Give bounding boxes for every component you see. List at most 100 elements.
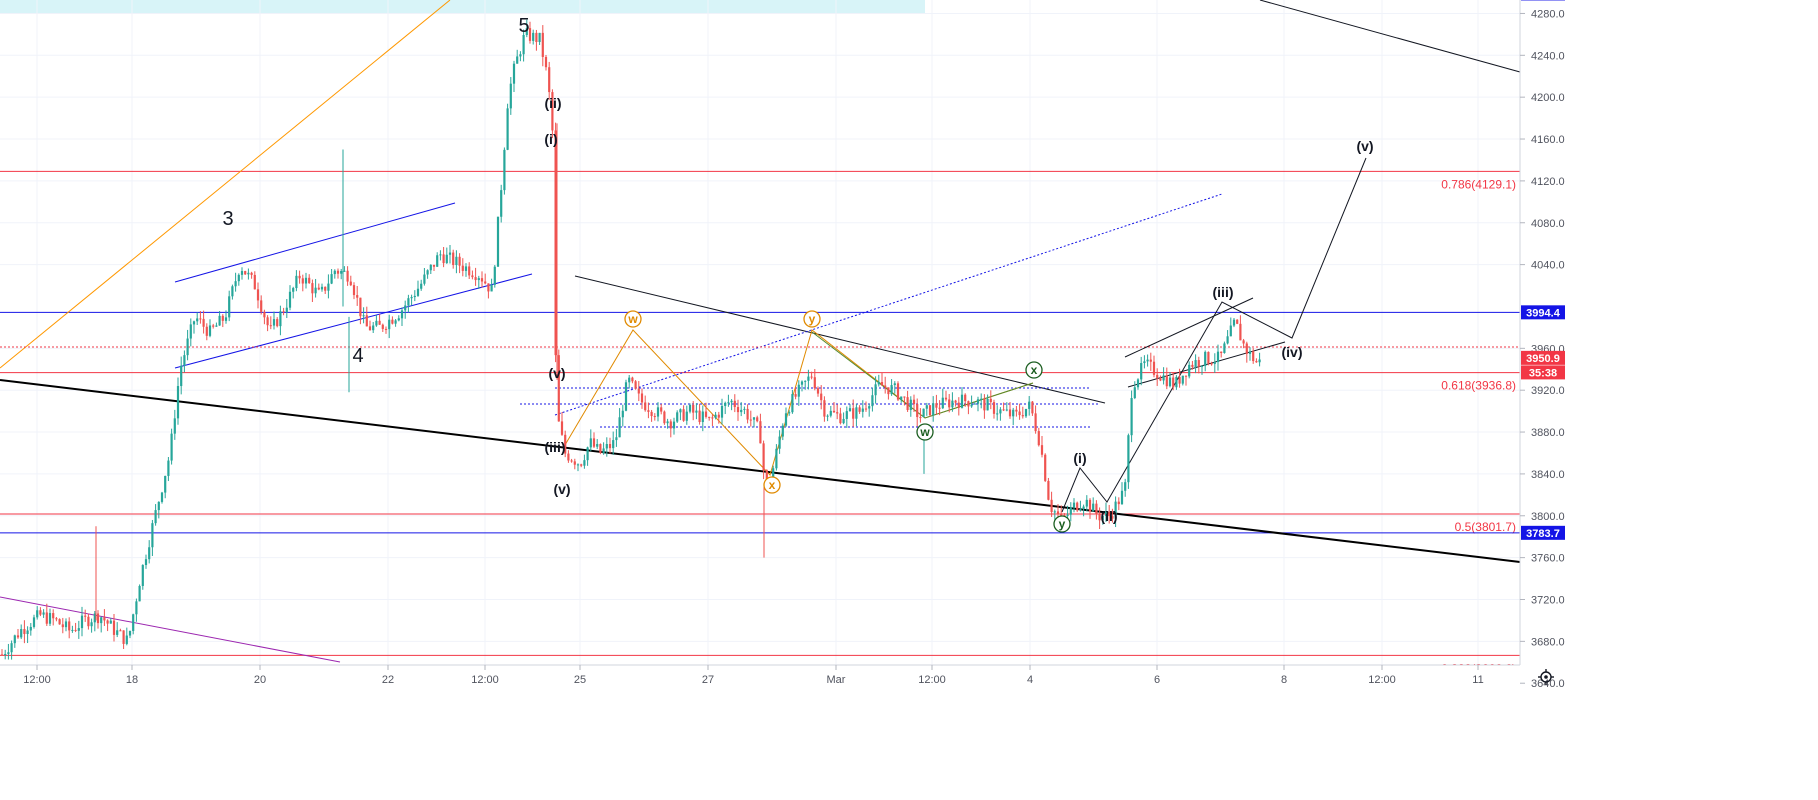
candle	[948, 393, 951, 413]
candle	[423, 268, 426, 286]
candle	[928, 405, 932, 417]
candle	[416, 280, 420, 297]
candle	[192, 320, 196, 334]
candle	[871, 387, 874, 412]
candle	[279, 305, 282, 336]
candle	[839, 407, 842, 425]
candle	[592, 432, 596, 449]
candle	[400, 307, 404, 327]
price-badge: 3994.4	[1521, 305, 1565, 320]
candle	[359, 297, 362, 325]
candle	[1232, 318, 1236, 328]
candle	[676, 410, 679, 423]
candle	[448, 245, 452, 264]
candle	[858, 405, 861, 414]
candle	[189, 318, 192, 347]
candle	[820, 385, 823, 410]
candle	[608, 437, 612, 454]
candle	[1140, 356, 1143, 386]
candle	[807, 369, 810, 390]
candle	[164, 475, 167, 499]
candle	[1108, 504, 1111, 524]
candle	[384, 326, 388, 334]
wave-label: (i)	[544, 131, 557, 147]
candle	[1012, 407, 1015, 426]
price-badge: 3783.7	[1521, 525, 1565, 540]
candle	[282, 307, 285, 316]
candle	[13, 634, 16, 648]
wave-label: (iv)	[1282, 344, 1303, 360]
channel-lower-line	[174, 273, 533, 369]
candle	[570, 458, 573, 463]
candle	[135, 598, 138, 622]
candle	[180, 356, 183, 395]
candle	[477, 275, 480, 289]
time-tick-label: 12:00	[1368, 674, 1396, 686]
candle	[349, 275, 352, 287]
candle	[810, 371, 813, 380]
candle	[324, 286, 327, 295]
fib-levels: 0.786(4129.1)0.618(3936.8)0.5(3801.7)0.3…	[0, 170, 1520, 675]
candle	[845, 406, 848, 428]
candle	[1184, 375, 1188, 386]
candle	[701, 405, 704, 432]
candle	[432, 264, 436, 271]
time-tick-label: Mar	[827, 674, 846, 686]
candle	[826, 414, 829, 422]
candle	[234, 272, 237, 292]
candle	[1143, 355, 1146, 369]
highlight-band	[0, 0, 925, 14]
candle	[637, 380, 640, 402]
candle	[560, 412, 564, 436]
settings-gear-icon[interactable]	[1538, 669, 1554, 685]
candle	[1044, 453, 1047, 483]
circled-wave-text: y	[1059, 517, 1066, 531]
candle	[154, 504, 157, 526]
candle	[864, 401, 868, 412]
candle	[138, 584, 141, 602]
candle	[752, 417, 756, 428]
candle	[1088, 498, 1092, 519]
candle	[272, 311, 276, 330]
candle	[1239, 315, 1242, 341]
candle	[788, 410, 791, 416]
time-tick-label: 11	[1472, 674, 1483, 686]
price-axis	[1519, 0, 1818, 800]
candle	[919, 408, 922, 423]
candle	[45, 603, 48, 626]
candle	[157, 501, 160, 519]
candle	[468, 262, 471, 279]
candle	[346, 266, 349, 286]
candle	[951, 392, 954, 412]
candle	[567, 450, 570, 463]
candle	[1005, 402, 1008, 412]
candle	[221, 314, 224, 328]
candle	[1165, 367, 1168, 390]
price-tick-label: 4160.0	[1531, 134, 1565, 146]
candle	[1034, 405, 1037, 434]
candle	[634, 379, 637, 390]
circled-wave-label: y	[1053, 515, 1071, 533]
candle	[832, 402, 836, 414]
candle	[247, 268, 250, 280]
candle	[564, 430, 567, 458]
candle	[490, 278, 493, 292]
candle	[848, 404, 852, 412]
candle	[586, 446, 589, 466]
candle	[711, 414, 714, 427]
candle	[464, 263, 468, 277]
candle	[740, 402, 743, 417]
candle	[1104, 502, 1108, 522]
price-badge-label: 3950.9	[1526, 353, 1560, 365]
candle	[269, 316, 272, 330]
candle	[1149, 352, 1152, 371]
candle	[1136, 378, 1140, 390]
candle	[202, 310, 205, 334]
candle	[336, 268, 340, 279]
candle	[512, 60, 516, 92]
candle	[1213, 353, 1216, 373]
candle	[436, 252, 439, 268]
candle	[452, 249, 455, 269]
candle	[647, 402, 650, 419]
